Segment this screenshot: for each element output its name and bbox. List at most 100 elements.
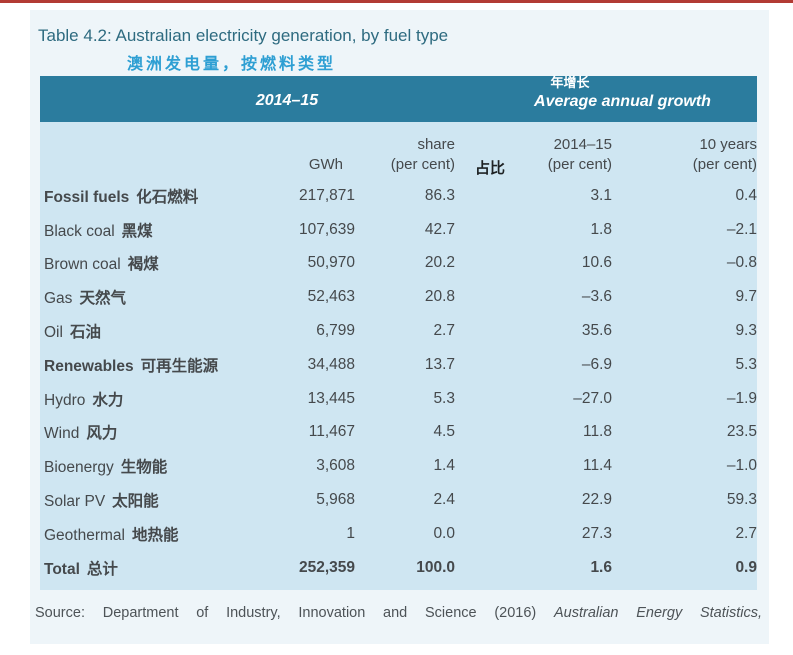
cell-growth-10y: 0.9 xyxy=(735,558,757,576)
cell-growth-10y: –0.8 xyxy=(726,254,757,272)
cell-growth-10y: 59.3 xyxy=(726,491,757,509)
row-label-english: Oil xyxy=(44,324,63,342)
column-header-growth-1y: 2014–15 (per cent) xyxy=(455,135,612,177)
cell-share: 4.5 xyxy=(433,423,455,441)
cell-growth-10y: –1.0 xyxy=(726,457,757,475)
table-header-band: 2014–15 年增长 Average annual growth xyxy=(40,76,757,122)
row-label: Fossil fuels 化石燃料 xyxy=(40,185,270,207)
row-label-english: Hydro xyxy=(44,391,86,409)
cell-gwh: 252,359 xyxy=(298,558,355,576)
row-label-chinese: 生物能 xyxy=(120,459,168,477)
row-label: Bioenergy 生物能 xyxy=(40,455,270,477)
cell-growth-1y: 35.6 xyxy=(581,322,612,340)
row-label-english: Total xyxy=(44,560,80,578)
cell-share: 5.3 xyxy=(433,389,455,407)
cell-share: 0.0 xyxy=(433,524,455,542)
cell-gwh: 5,968 xyxy=(316,491,355,509)
cell-share: 86.3 xyxy=(424,186,455,204)
column-header-line1: 10 years xyxy=(699,136,757,153)
row-label-english: Fossil fuels xyxy=(44,188,130,206)
header-group-growth-chinese: 年增长 xyxy=(550,75,590,90)
cell-gwh: 52,463 xyxy=(307,288,355,306)
column-header-line2: GWh xyxy=(308,156,343,173)
cell-growth-1y: 10.6 xyxy=(581,254,612,272)
cell-gwh: 1 xyxy=(346,524,355,542)
cell-share: 13.7 xyxy=(424,355,455,373)
row-label: Total 总计 xyxy=(40,557,270,579)
row-label-chinese: 水力 xyxy=(92,391,124,409)
row-label-chinese: 化石燃料 xyxy=(136,188,199,206)
source-text: Source: Department of Industry, Innovati… xyxy=(35,605,555,621)
table-rows: Fossil fuels 化石燃料 217,871 86.3 3.1 0.4 Black c… xyxy=(40,177,757,585)
column-header-share: share (per cent) 占比 xyxy=(355,135,505,177)
column-header-spacer xyxy=(40,135,270,177)
row-label-english: Black coal xyxy=(44,222,115,240)
cell-gwh: 3,608 xyxy=(316,457,355,475)
row-label-english: Renewables xyxy=(44,357,134,375)
column-header-line1 xyxy=(270,135,343,155)
cell-growth-1y: –27.0 xyxy=(573,389,612,407)
table-row: Fossil fuels 化石燃料 217,871 86.3 3.1 0.4 xyxy=(40,179,757,213)
column-header-line2: (per cent) xyxy=(390,156,455,173)
row-label: Oil 石油 xyxy=(40,320,270,342)
cell-growth-10y: 9.3 xyxy=(735,322,757,340)
cell-growth-1y: –3.6 xyxy=(581,288,612,306)
header-group-average-annual-growth: 年增长 Average annual growth xyxy=(500,76,745,112)
row-label-english: Brown coal xyxy=(44,256,121,274)
cell-gwh: 6,799 xyxy=(316,322,355,340)
table-row: Renewables 可再生能源 34,488 13.7 –6.9 5.3 xyxy=(40,348,757,382)
table-row: Solar PV 太阳能 5,968 2.4 22.9 59.3 xyxy=(40,483,757,517)
cell-gwh: 13,445 xyxy=(307,389,355,407)
cell-growth-1y: 27.3 xyxy=(581,524,612,542)
cell-growth-1y: –6.9 xyxy=(581,355,612,373)
table-title: Table 4.2: Australian electricity genera… xyxy=(38,26,449,45)
table-row: Hydro 水力 13,445 5.3 –27.0 –1.9 xyxy=(40,382,757,416)
table-row: Black coal 黑煤 107,639 42.7 1.8 –2.1 xyxy=(40,213,757,247)
table-row: Wind 风力 11,467 4.5 11.8 23.5 xyxy=(40,416,757,450)
table-row: Bioenergy 生物能 3,608 1.4 11.4 –1.0 xyxy=(40,449,757,483)
row-label: Black coal 黑煤 xyxy=(40,219,270,241)
column-header-line2: (per cent) xyxy=(692,156,757,173)
cell-share: 42.7 xyxy=(424,220,455,238)
cell-gwh: 34,488 xyxy=(307,355,355,373)
row-label-chinese: 天然气 xyxy=(79,290,126,308)
row-label-chinese: 总计 xyxy=(86,560,118,578)
cell-growth-1y: 11.8 xyxy=(582,423,612,441)
top-red-divider xyxy=(0,0,793,3)
cell-share: 2.7 xyxy=(433,322,455,340)
table: GWh share (per cent) 占比 2014–15 (per cen… xyxy=(40,122,757,590)
cell-growth-1y: 11.4 xyxy=(582,457,612,475)
cell-growth-10y: 0.4 xyxy=(735,186,757,204)
row-label: Gas 天然气 xyxy=(40,286,270,308)
cell-growth-1y: 1.6 xyxy=(590,558,612,576)
cell-share: 2.4 xyxy=(433,491,455,509)
column-header-growth-10y: 10 years (per cent) xyxy=(612,135,757,177)
row-label: Geothermal 地热能 xyxy=(40,523,270,545)
table-row: Geothermal 地热能 1 0.0 27.3 2.7 xyxy=(40,517,757,551)
cell-growth-10y: 2.7 xyxy=(735,524,757,542)
row-label: Brown coal 褐煤 xyxy=(40,252,270,274)
cell-growth-1y: 22.9 xyxy=(581,491,612,509)
table-row: Oil 石油 6,799 2.7 35.6 9.3 xyxy=(40,314,757,348)
column-header-line1: share xyxy=(417,136,455,153)
row-label-chinese: 黑煤 xyxy=(121,222,153,240)
cell-growth-10y: 23.5 xyxy=(726,423,757,441)
table-row: Gas 天然气 52,463 20.8 –3.6 9.7 xyxy=(40,280,757,314)
row-label-chinese: 地热能 xyxy=(131,526,179,544)
row-label-english: Gas xyxy=(44,290,73,308)
column-header-line1: 2014–15 xyxy=(553,136,612,153)
row-label: Renewables 可再生能源 xyxy=(40,354,270,376)
cell-growth-1y: 3.1 xyxy=(590,186,612,204)
table-row: Brown coal 褐煤 50,970 20.2 10.6 –0.8 xyxy=(40,247,757,281)
column-header-row: GWh share (per cent) 占比 2014–15 (per cen… xyxy=(40,122,757,177)
cell-growth-10y: –1.9 xyxy=(726,389,757,407)
cell-gwh: 107,639 xyxy=(298,220,355,238)
row-label-chinese: 褐煤 xyxy=(127,256,159,274)
column-header-gwh: GWh xyxy=(270,135,355,177)
table-row: Total 总计 252,359 100.0 1.6 0.9 xyxy=(40,551,757,585)
row-label: Wind 风力 xyxy=(40,421,270,443)
cell-gwh: 11,467 xyxy=(308,423,355,441)
row-label-english: Solar PV xyxy=(44,493,106,511)
cell-growth-10y: –2.1 xyxy=(726,220,757,238)
